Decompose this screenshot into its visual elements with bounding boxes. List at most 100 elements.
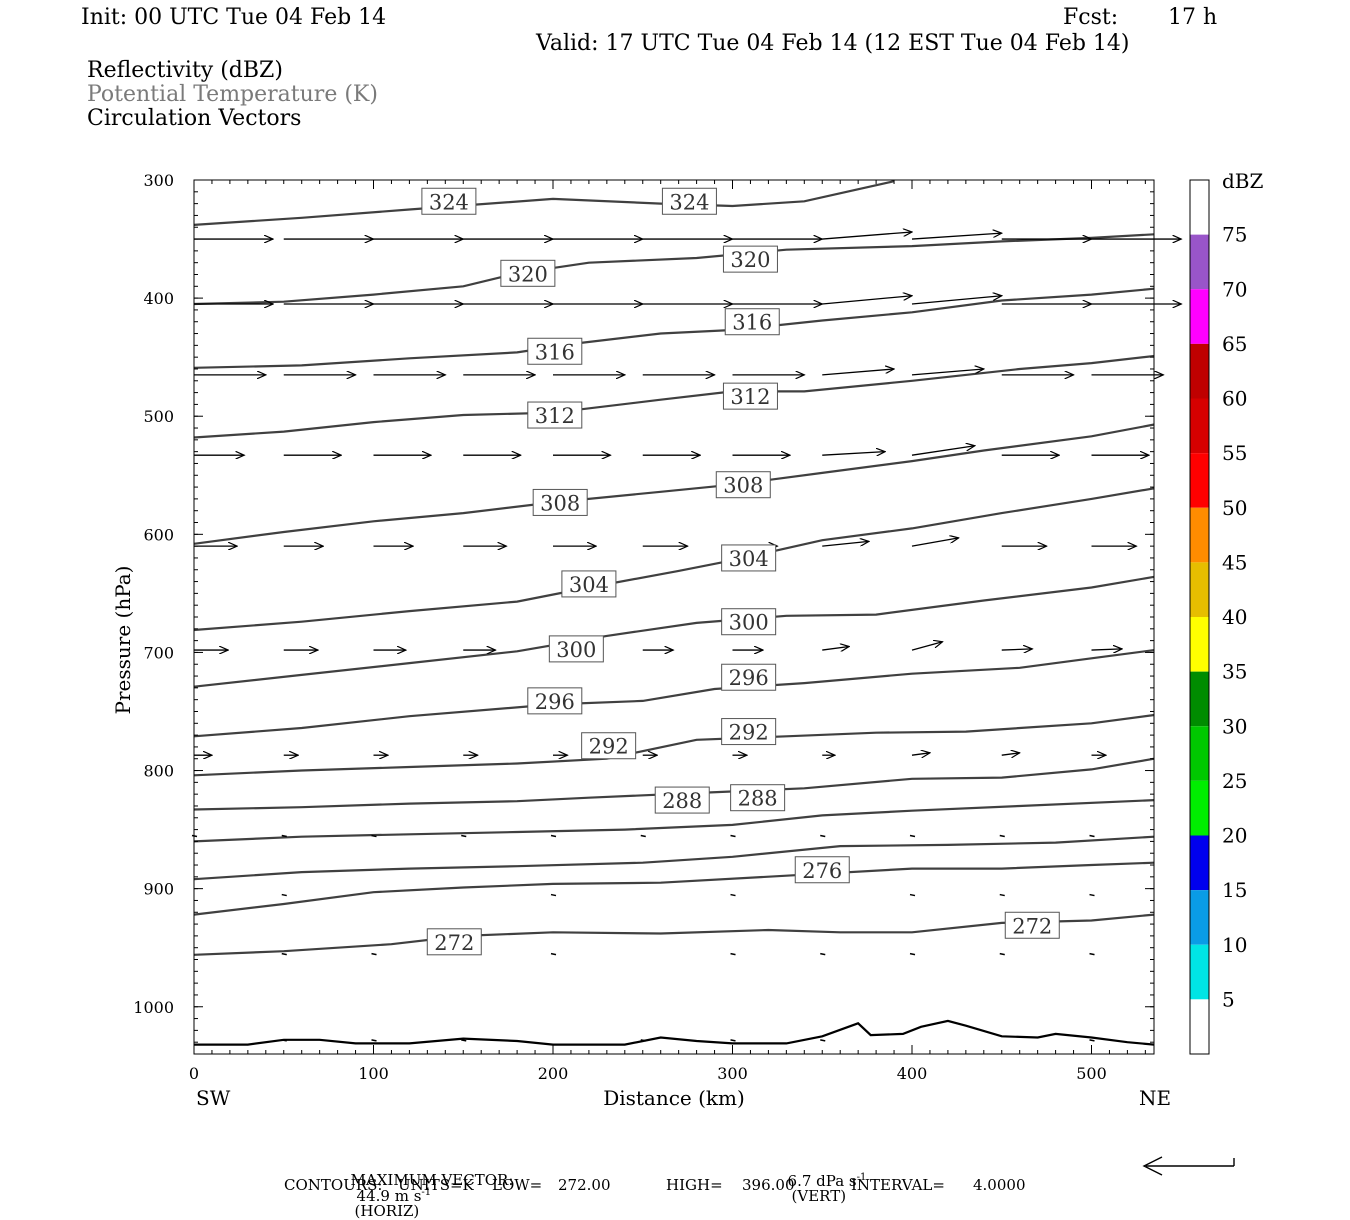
theta-contour <box>193 575 1155 688</box>
max-horiz-exp: -1 <box>421 1187 432 1198</box>
weak-vector <box>281 834 287 838</box>
weak-vector <box>550 893 557 897</box>
contour-label-box <box>421 187 477 215</box>
weak-vector <box>640 1039 646 1042</box>
reflectivity-colorbar: 5 10 15 20 25 30 35 40 45 50 55 60 65 70 75 <box>1189 179 1247 1055</box>
colorbar-level-label: 75 <box>1222 223 1247 247</box>
colorbar-level-label: 20 <box>1222 824 1247 848</box>
circulation-vector <box>822 452 885 456</box>
colorbar-swatch <box>1190 999 1209 1054</box>
weak-vector <box>461 834 467 838</box>
theta-contour <box>193 799 1155 843</box>
field-label-potential-temperature: Potential Temperature (K) <box>87 82 378 107</box>
x-tick-label: 200 <box>538 1064 569 1083</box>
colorbar-swatch <box>1190 180 1209 235</box>
contour-label-box <box>724 308 780 336</box>
y-tick-label: 600 <box>143 525 174 544</box>
colorbar-level-label: 5 <box>1222 987 1235 1011</box>
weak-vector <box>1089 893 1095 897</box>
weak-vector <box>730 893 736 897</box>
y-axis-title: Pressure (hPa) <box>111 566 135 715</box>
contour-label: 312 <box>730 385 770 409</box>
sw-end-label: SW <box>196 1086 231 1110</box>
contour-label: 300 <box>729 611 769 635</box>
contour-label-box <box>527 337 583 365</box>
weak-vector <box>640 834 646 838</box>
x-tick-label: 500 <box>1076 1064 1107 1083</box>
x-tick-label: 400 <box>897 1064 928 1083</box>
theta-contour <box>193 649 1155 738</box>
max-vert-exp: -1 <box>856 1172 867 1183</box>
contour-label: 296 <box>535 690 575 714</box>
colorbar-swatch <box>1190 453 1209 508</box>
colorbar-swatch <box>1190 671 1209 727</box>
colorbar-frame <box>1189 179 1210 1055</box>
contour-label-box <box>1004 911 1060 939</box>
contours-low-value: 272.00 <box>558 1176 611 1194</box>
y-tick-label: 500 <box>143 407 174 426</box>
y-tick-label: 700 <box>143 643 174 662</box>
colorbar-swatch <box>1190 890 1209 945</box>
reference-vector-arrow <box>1142 1156 1235 1176</box>
field-label-circulation-vectors: Circulation Vectors <box>87 106 302 131</box>
theta-contour <box>193 713 1155 777</box>
weak-vector <box>820 834 826 838</box>
weak-vector <box>550 834 557 838</box>
circulation-vector <box>911 642 943 651</box>
weak-vector <box>371 1039 377 1042</box>
colorbar-swatch <box>1190 507 1209 563</box>
max-horiz-tag: (HORIZ) <box>354 1202 420 1220</box>
colorbar-swatch <box>1190 944 1209 1000</box>
colorbar-level-label: 45 <box>1222 550 1247 574</box>
terrain-line <box>194 1019 1155 1046</box>
weak-vector <box>909 834 916 838</box>
contour-label: 316 <box>535 340 575 364</box>
max-vector-label: MAXIMUM VECTOR: <box>350 1171 514 1189</box>
circulation-vectors <box>191 232 1181 1042</box>
contour-label-box <box>722 245 778 273</box>
contour-label-box <box>715 471 771 499</box>
weak-vector <box>999 893 1005 897</box>
contour-label-box <box>561 570 617 598</box>
weak-vector <box>999 834 1005 838</box>
weak-vector <box>371 952 377 956</box>
weak-vector <box>1089 952 1095 956</box>
contour-label: 308 <box>540 491 580 515</box>
forecast-label: Fcst: <box>1063 5 1119 30</box>
weak-vector <box>730 1039 736 1042</box>
contour-label: 300 <box>556 638 596 662</box>
circulation-vector <box>911 296 1002 305</box>
theta-contour <box>193 861 1155 916</box>
circulation-vector <box>911 233 1002 240</box>
max-vert-tag: (VERT) <box>791 1187 847 1205</box>
weak-vector <box>820 1039 826 1042</box>
x-axis: 0 100 200 300 400 500 <box>189 180 1146 1083</box>
contours-label: CONTOURS: <box>284 1176 383 1194</box>
circulation-vector <box>822 232 912 240</box>
colorbar-unit-label: dBZ <box>1222 169 1264 193</box>
contour-label-box <box>426 928 482 956</box>
theta-contour <box>193 233 1155 306</box>
contour-label-box <box>581 732 637 760</box>
contour-label: 316 <box>732 311 772 335</box>
contour-label: 272 <box>1012 914 1052 938</box>
contour-label-box <box>722 382 778 410</box>
y-axis: 300 400 500 600 700 800 900 1000 <box>133 171 1154 1055</box>
circulation-vector <box>911 369 984 376</box>
forecast-hour-value: 17 h <box>1168 5 1218 30</box>
colorbar-swatch <box>1190 234 1209 290</box>
contour-label-box <box>654 786 710 814</box>
circulation-vector <box>1001 753 1020 755</box>
contour-label-box <box>527 687 583 715</box>
contours-low-label: LOW= <box>492 1176 543 1194</box>
colorbar-level-label: 25 <box>1222 769 1247 793</box>
contour-label: 312 <box>535 404 575 428</box>
contours-interval-label: INTERVAL= <box>851 1176 945 1194</box>
weak-vector <box>730 952 736 956</box>
colorbar-swatch <box>1190 780 1209 836</box>
colorbar-swatch <box>1190 398 1209 454</box>
colorbar-level-label: 60 <box>1222 387 1247 411</box>
colorbar-swatch <box>1190 289 1209 344</box>
weak-vector <box>371 834 377 838</box>
